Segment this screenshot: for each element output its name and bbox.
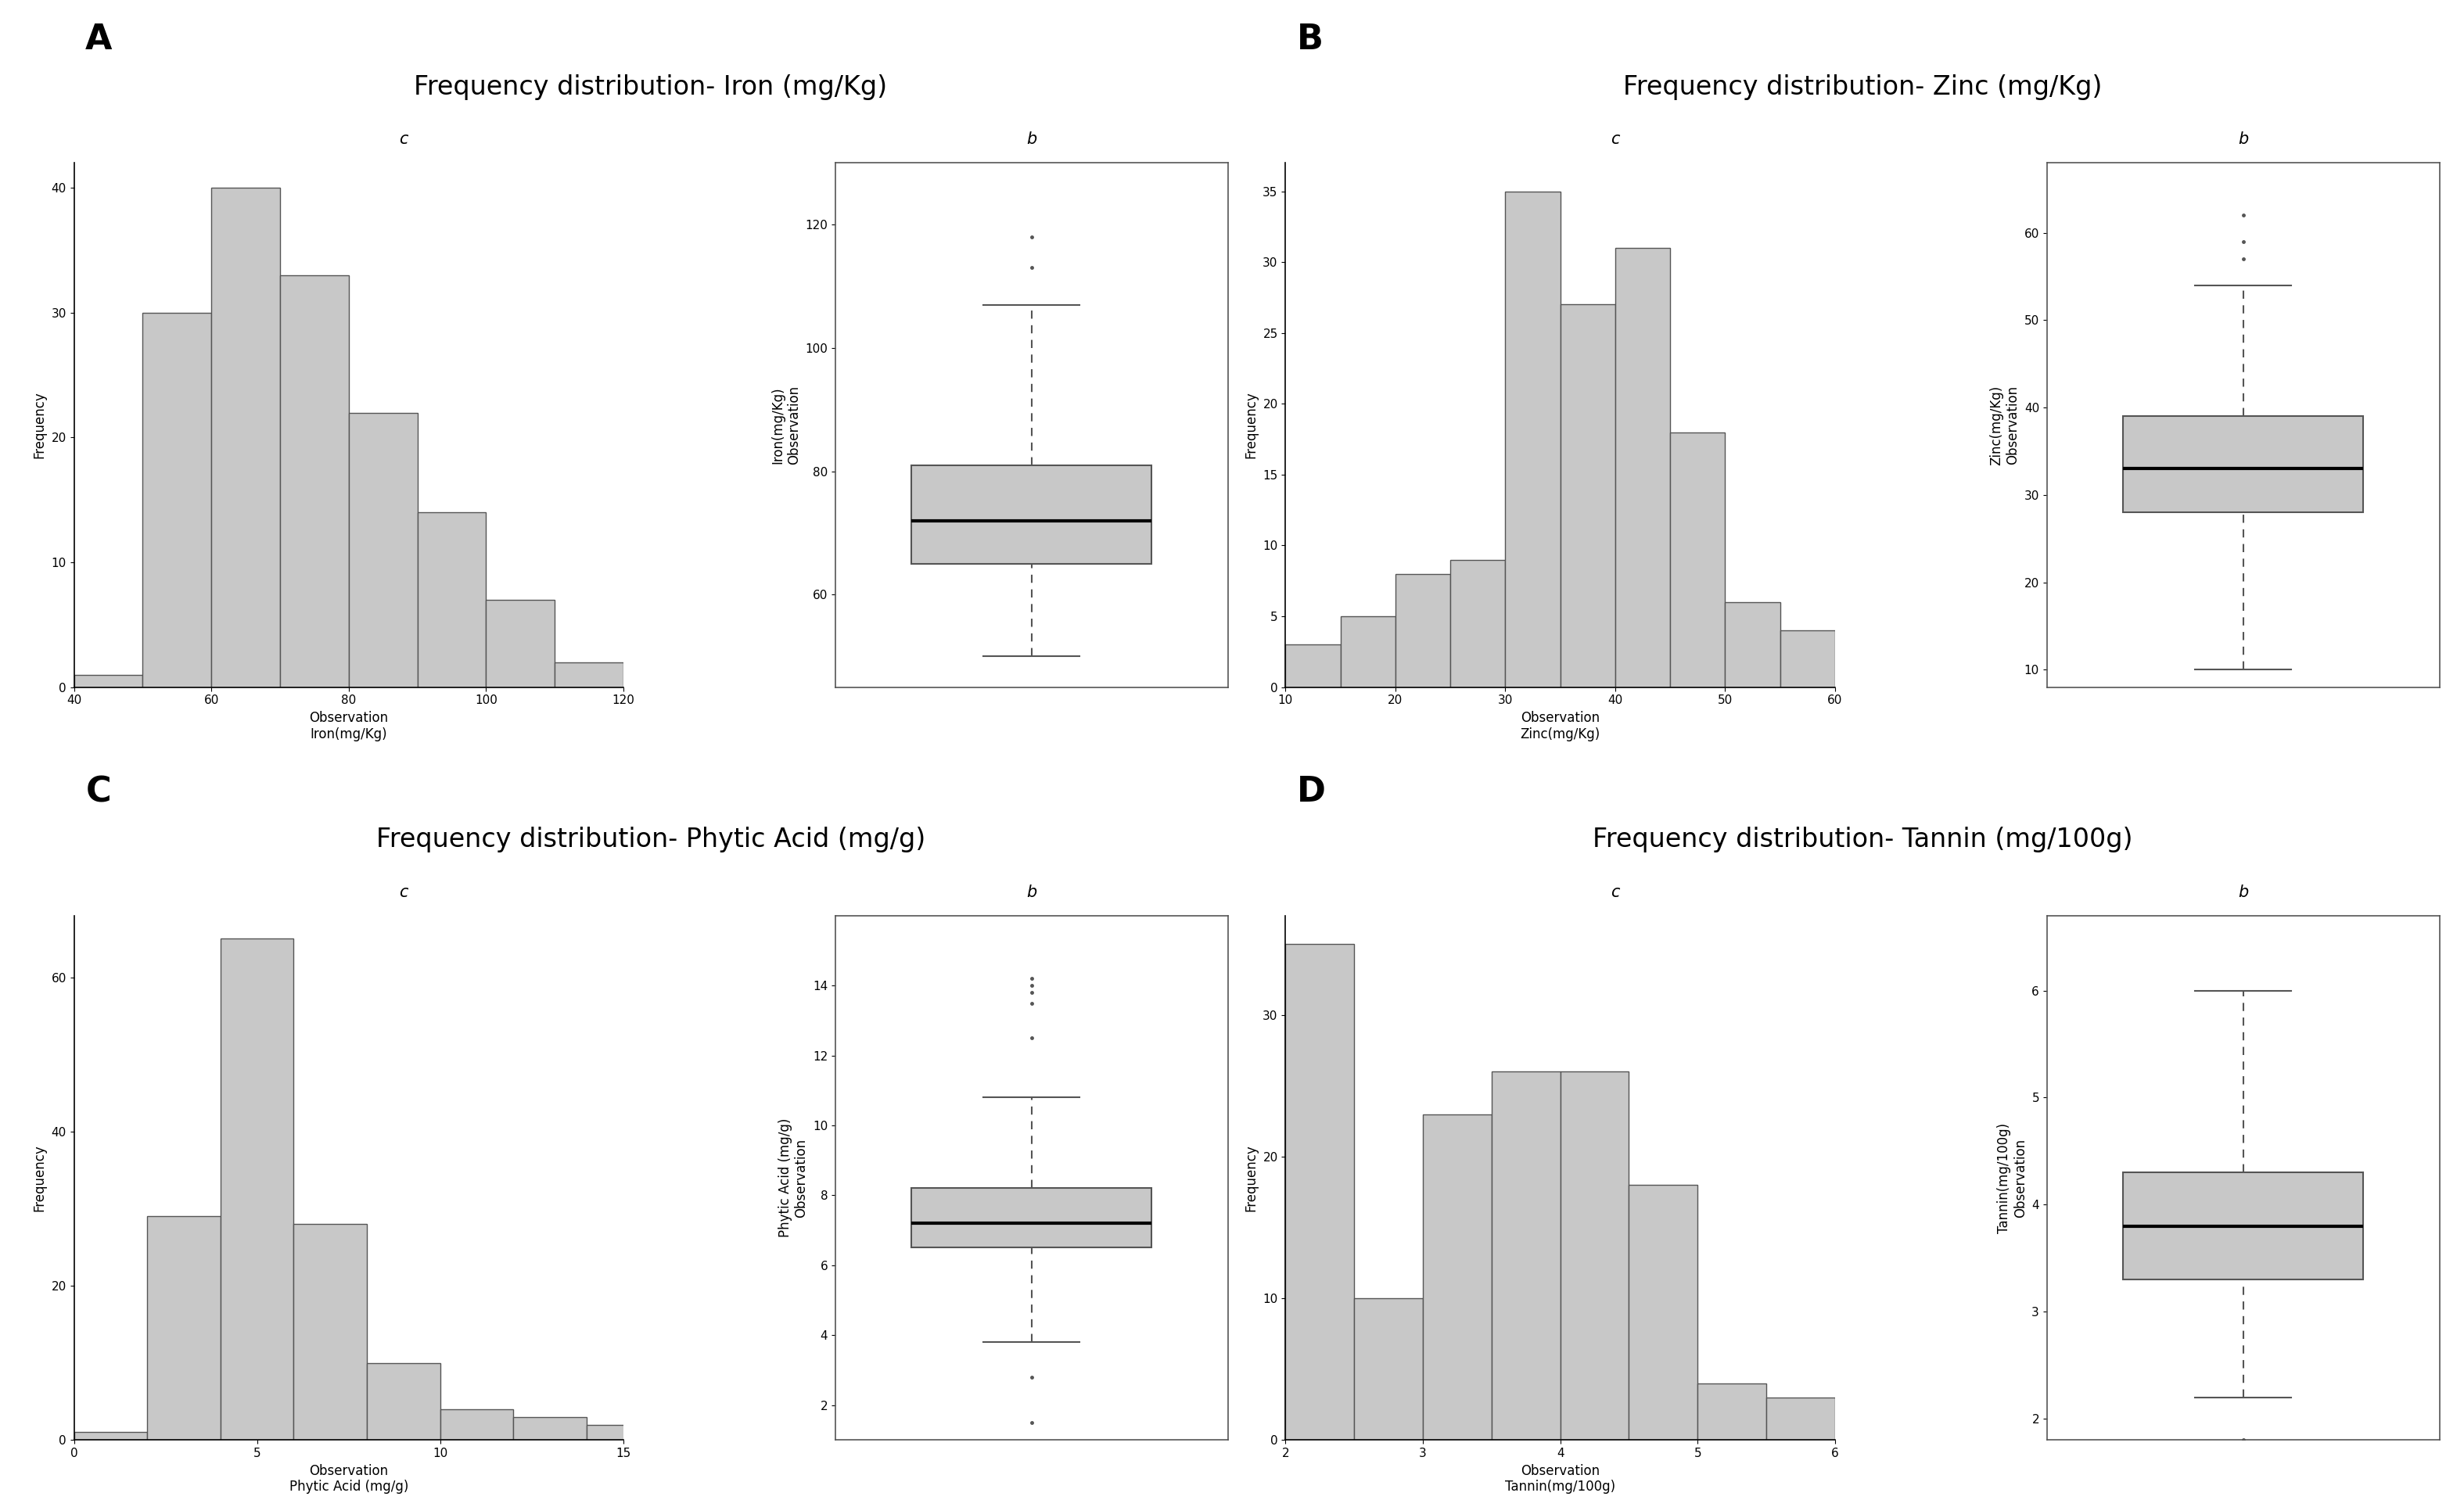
- Bar: [416, 513, 485, 687]
- Bar: [1286, 944, 1355, 1440]
- Bar: [1395, 575, 1451, 687]
- Text: Frequency distribution- Zinc (mg/Kg): Frequency distribution- Zinc (mg/Kg): [1624, 74, 2102, 100]
- Y-axis label: Frequency: Frequency: [32, 1144, 47, 1212]
- Text: b: b: [2237, 132, 2247, 147]
- Text: Frequency distribution- Phytic Acid (mg/g): Frequency distribution- Phytic Acid (mg/…: [377, 826, 926, 854]
- Y-axis label: Phytic Acid (mg/g)
Observation: Phytic Acid (mg/g) Observation: [779, 1119, 808, 1238]
- Bar: [1767, 1398, 1836, 1440]
- Y-axis label: Zinc(mg/Kg)
Observation: Zinc(mg/Kg) Observation: [1988, 386, 2020, 465]
- Text: b: b: [2237, 885, 2247, 900]
- Text: C: C: [86, 776, 111, 809]
- Text: D: D: [1296, 776, 1326, 809]
- Bar: [441, 1408, 513, 1440]
- Text: B: B: [1296, 22, 1323, 56]
- Bar: [212, 188, 281, 687]
- Bar: [912, 465, 1151, 564]
- X-axis label: Observation
Iron(mg/Kg): Observation Iron(mg/Kg): [308, 711, 389, 741]
- Text: c: c: [399, 885, 409, 900]
- Bar: [1616, 248, 1671, 687]
- Bar: [74, 675, 143, 687]
- Bar: [367, 1364, 441, 1440]
- Bar: [219, 939, 293, 1440]
- Y-axis label: Iron(mg/Kg)
Observation: Iron(mg/Kg) Observation: [771, 386, 801, 465]
- Text: b: b: [1027, 885, 1037, 900]
- Bar: [1491, 1071, 1560, 1440]
- Y-axis label: Tannin(mg/100g)
Observation: Tannin(mg/100g) Observation: [1996, 1122, 2028, 1233]
- Bar: [1286, 645, 1340, 687]
- Bar: [1560, 1071, 1629, 1440]
- Text: Frequency distribution- Tannin (mg/100g): Frequency distribution- Tannin (mg/100g): [1592, 826, 2131, 854]
- Bar: [2124, 1173, 2363, 1280]
- Bar: [74, 1432, 148, 1440]
- Bar: [586, 1425, 660, 1440]
- X-axis label: Observation
Zinc(mg/Kg): Observation Zinc(mg/Kg): [1520, 711, 1599, 741]
- Text: c: c: [399, 132, 409, 147]
- Text: c: c: [1611, 132, 1619, 147]
- Bar: [148, 1216, 219, 1440]
- Bar: [293, 1224, 367, 1440]
- Text: b: b: [1027, 132, 1037, 147]
- Y-axis label: Frequency: Frequency: [1244, 1144, 1259, 1212]
- Text: c: c: [1611, 885, 1619, 900]
- X-axis label: Observation
Phytic Acid (mg/g): Observation Phytic Acid (mg/g): [288, 1464, 409, 1494]
- Bar: [1355, 1299, 1422, 1440]
- Bar: [1451, 560, 1506, 687]
- Bar: [912, 1188, 1151, 1248]
- Bar: [485, 600, 554, 687]
- Text: A: A: [86, 22, 113, 56]
- Bar: [1725, 602, 1779, 687]
- Bar: [1629, 1185, 1698, 1440]
- Bar: [1340, 616, 1395, 687]
- Bar: [513, 1418, 586, 1440]
- Bar: [1779, 630, 1836, 687]
- Y-axis label: Frequency: Frequency: [1244, 392, 1259, 459]
- Text: Frequency distribution- Iron (mg/Kg): Frequency distribution- Iron (mg/Kg): [414, 74, 887, 100]
- Bar: [1422, 1115, 1491, 1440]
- X-axis label: Observation
Tannin(mg/100g): Observation Tannin(mg/100g): [1506, 1464, 1616, 1494]
- Bar: [143, 312, 212, 687]
- Bar: [347, 413, 416, 687]
- Bar: [1671, 432, 1725, 687]
- Bar: [554, 662, 623, 687]
- Bar: [1698, 1383, 1767, 1440]
- Y-axis label: Frequency: Frequency: [32, 392, 47, 459]
- Bar: [1506, 191, 1560, 687]
- Bar: [1560, 305, 1616, 687]
- Bar: [281, 274, 347, 687]
- Bar: [2124, 417, 2363, 513]
